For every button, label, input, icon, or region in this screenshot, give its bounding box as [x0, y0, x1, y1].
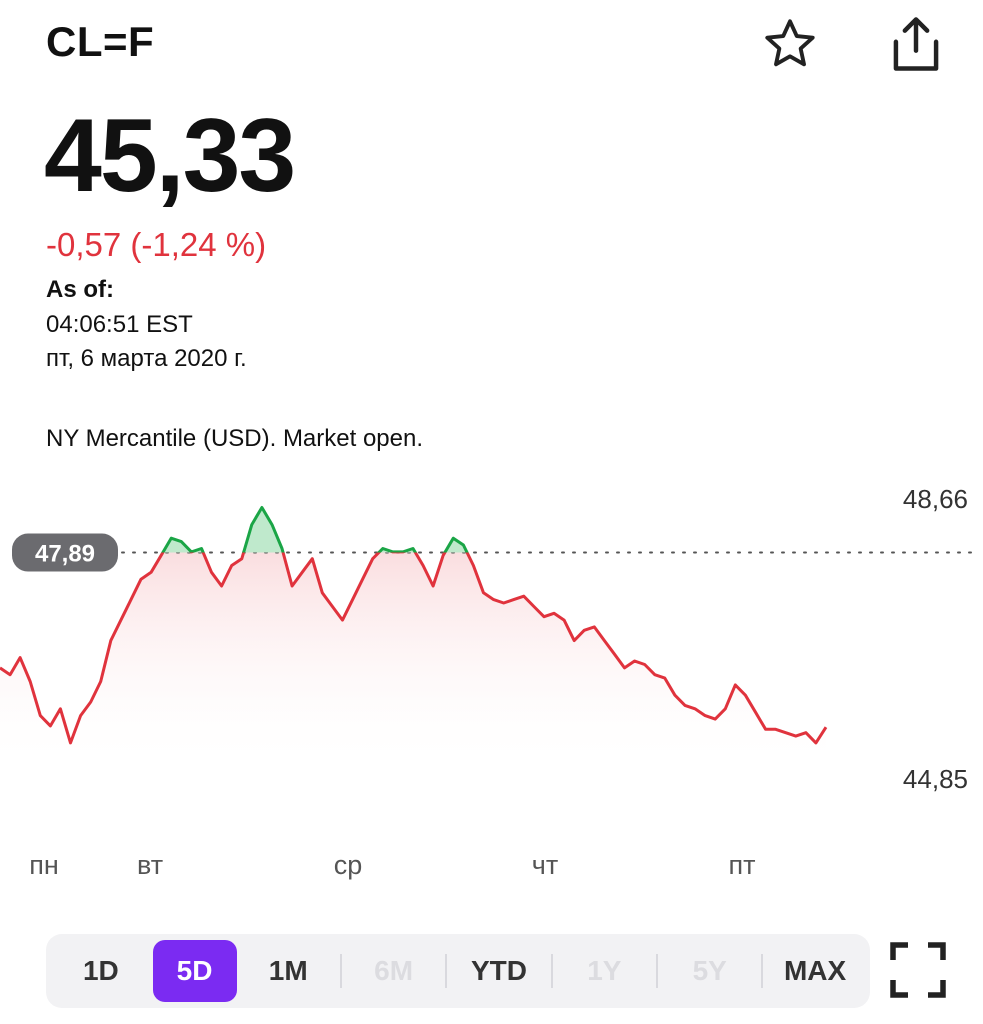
price-change: -0,57 (-1,24 %): [46, 226, 267, 263]
range-6m-button: 6M: [374, 955, 414, 986]
range-1m-button[interactable]: 1M: [268, 955, 308, 986]
range-5d-button[interactable]: 5D: [152, 940, 237, 1002]
x-axis-label: пт: [729, 850, 756, 880]
x-axis-label: вт: [137, 850, 163, 880]
price-chart[interactable]: 47,89 48,66 44,85 пн вт ср чт пт: [0, 470, 983, 890]
as-of-label: As of:: [46, 276, 114, 303]
range-separator: [445, 954, 448, 988]
range-1d-button[interactable]: 1D: [82, 955, 119, 986]
previous-close-badge-bg: [12, 533, 118, 572]
range-ytd-button[interactable]: YTD: [470, 955, 527, 986]
y-axis-high-label: 48,66: [903, 484, 968, 514]
range-1y-button: 1Y: [587, 955, 622, 986]
price-line-down: [0, 552, 828, 745]
y-axis-low-label: 44,85: [903, 764, 968, 794]
x-axis-label: ср: [334, 850, 363, 880]
star-icon: [765, 19, 815, 67]
as-of-date: пт, 6 марта 2020 г.: [46, 345, 247, 372]
market-status: NY Mercantile (USD). Market open.: [46, 425, 424, 452]
range-selector: 1D 5D 1M 6M YTD 1Y 5Y MAX: [46, 934, 870, 1008]
range-separator: [761, 954, 764, 988]
fullscreen-button[interactable]: [884, 936, 952, 1004]
previous-close-label: 47,89: [35, 541, 95, 568]
range-separator: [656, 954, 659, 988]
range-separator: [550, 954, 553, 988]
share-icon: [893, 17, 939, 71]
ticker-symbol: CL=F: [46, 18, 155, 65]
range-max-button[interactable]: MAX: [783, 955, 847, 986]
chart-area-fill: [0, 552, 826, 770]
fullscreen-icon: [890, 942, 946, 998]
favorite-button[interactable]: [758, 12, 822, 76]
price-line-up: [161, 506, 469, 553]
x-axis-label: чт: [532, 850, 558, 880]
x-axis-label: пн: [29, 850, 59, 880]
current-price: 45,33: [44, 98, 296, 214]
previous-close-badge: 47,89: [12, 533, 118, 572]
range-separator: [339, 954, 342, 988]
share-button[interactable]: [884, 12, 948, 76]
as-of-time: 04:06:51 EST: [46, 311, 193, 338]
range-5y-button: 5Y: [692, 955, 727, 986]
